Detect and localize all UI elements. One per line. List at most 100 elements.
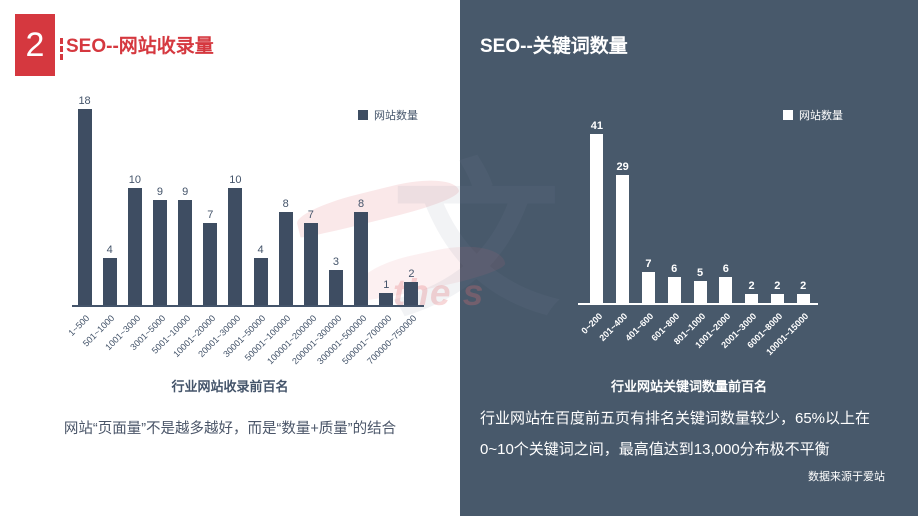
bar-value-label: 41 bbox=[590, 120, 604, 132]
right-chart-caption: 行业网站关键词数量前百名 bbox=[610, 379, 767, 394]
legend-label: 网站数量 bbox=[799, 110, 843, 122]
bar-slot: 1 bbox=[374, 95, 399, 305]
right-chart-legend: 网站数量 bbox=[783, 107, 843, 123]
bar-slot: 9 bbox=[147, 95, 172, 305]
bar-value-label: 7 bbox=[645, 258, 652, 270]
bar bbox=[379, 293, 394, 305]
bar-slot: 2 bbox=[764, 120, 790, 303]
bar bbox=[616, 175, 630, 303]
bar bbox=[667, 277, 681, 303]
bar bbox=[178, 200, 193, 305]
bar-value-label: 10 bbox=[128, 174, 141, 186]
bar-slot: 6 bbox=[661, 120, 687, 303]
bar-value-label: 7 bbox=[307, 209, 314, 221]
bar-slot: 4 bbox=[97, 95, 122, 305]
bar-value-label: 9 bbox=[156, 186, 164, 198]
left-chart-plot-area: 18 4 10 9 9 7 10 4 8 7 3 8 1 2 bbox=[72, 95, 424, 307]
bar-slot: 8 bbox=[273, 95, 298, 305]
bar-slot: 6 bbox=[713, 120, 739, 303]
legend-swatch-icon bbox=[783, 110, 793, 120]
bar-value-label: 8 bbox=[282, 198, 289, 210]
right-conclusion-line1: 行业网站在百度前五页有排名关键词数量较少，65%以上在 bbox=[480, 410, 871, 427]
bar bbox=[253, 258, 268, 305]
left-chart-caption: 行业网站收录前百名 bbox=[171, 379, 289, 394]
x-axis-label-slot: 0~200 bbox=[579, 308, 610, 380]
bar-value-label: 4 bbox=[257, 244, 264, 256]
bar bbox=[303, 223, 318, 305]
bar bbox=[203, 223, 218, 305]
right-chart-plot-area: 41 29 7 6 5 6 2 2 2 bbox=[584, 120, 816, 303]
legend-swatch-icon bbox=[358, 110, 368, 120]
bar-value-label: 9 bbox=[182, 186, 189, 198]
bar-slot: 2 bbox=[399, 95, 424, 305]
bar-value-label: 2 bbox=[748, 280, 755, 292]
bar-value-label: 5 bbox=[696, 267, 704, 279]
bar bbox=[719, 277, 733, 303]
right-section-title: SEO--关键词数量 bbox=[480, 36, 628, 57]
bar-slot: 10 bbox=[122, 95, 147, 305]
bar bbox=[328, 270, 343, 305]
bar-slot: 7 bbox=[198, 95, 223, 305]
bar-slot: 8 bbox=[349, 95, 374, 305]
bar-value-label: 7 bbox=[207, 209, 214, 221]
x-axis-label-slot: 201~400 bbox=[598, 308, 636, 380]
bar-slot: 29 bbox=[610, 120, 636, 303]
slide-number-badge: 2 bbox=[15, 14, 55, 76]
bar bbox=[693, 281, 707, 303]
bar-slot: 18 bbox=[72, 95, 97, 305]
bar-slot: 4 bbox=[248, 95, 273, 305]
badge-dashed-divider bbox=[60, 38, 63, 60]
bar-value-label: 18 bbox=[78, 95, 91, 107]
x-axis-label-slot: 700000~750000 bbox=[365, 310, 424, 382]
bar bbox=[354, 212, 369, 305]
bar-slot: 2 bbox=[790, 120, 816, 303]
bar bbox=[745, 294, 759, 303]
bar bbox=[641, 272, 655, 303]
bar-value-label: 29 bbox=[616, 161, 629, 173]
left-chart-x-axis-labels: 1~500 501~1000 1001~3000 3001~5000 5001~1000… bbox=[67, 310, 424, 382]
bar-slot: 7 bbox=[636, 120, 662, 303]
bar-slot: 2 bbox=[739, 120, 765, 303]
bar-value-label: 6 bbox=[722, 263, 729, 275]
right-chart-x-axis-line bbox=[578, 303, 818, 305]
bar bbox=[228, 188, 243, 305]
bar-value-label: 2 bbox=[800, 280, 807, 292]
bar-value-label: 8 bbox=[358, 198, 365, 210]
bar bbox=[404, 282, 419, 305]
right-chart-x-axis-labels: 0~200 201~400 401~600 601~800 801~1000 1001~2… bbox=[579, 308, 816, 380]
x-axis-label-slot: 401~600 bbox=[623, 308, 662, 380]
bar-slot: 41 bbox=[584, 120, 610, 303]
right-panel-background bbox=[460, 0, 918, 516]
bar bbox=[796, 294, 810, 303]
bar bbox=[590, 134, 604, 303]
right-conclusion-text: 行业网站在百度前五页有排名关键词数量较少，65%以上在 0~10个关键词之间，最… bbox=[480, 403, 898, 465]
bar bbox=[278, 212, 293, 305]
left-chart-legend: 网站数量 bbox=[358, 107, 418, 123]
bar-value-label: 10 bbox=[229, 174, 242, 186]
bar bbox=[127, 188, 142, 305]
right-conclusion-line2: 0~10个关键词之间，最高值达到13,000分布极不平衡 bbox=[480, 441, 830, 458]
bar-value-label: 2 bbox=[408, 268, 415, 280]
data-source-note: 数据来源于爱站 bbox=[808, 471, 885, 483]
bar-slot: 5 bbox=[687, 120, 713, 303]
left-conclusion-text: 网站“页面量”不是越多越好，而是“数量+质量”的结合 bbox=[63, 421, 397, 437]
legend-label: 网站数量 bbox=[374, 110, 418, 122]
x-axis-label-slot: 10001~15000 bbox=[764, 308, 816, 380]
bar-value-label: 2 bbox=[774, 280, 781, 292]
bar-slot: 9 bbox=[173, 95, 198, 305]
bar-value-label: 3 bbox=[332, 256, 340, 268]
bar-value-label: 4 bbox=[106, 244, 113, 256]
bar-slot: 3 bbox=[323, 95, 348, 305]
bar bbox=[77, 109, 92, 305]
bar-slot: 7 bbox=[298, 95, 323, 305]
bar bbox=[102, 258, 117, 305]
left-section-title: SEO--网站收录量 bbox=[66, 36, 214, 57]
bar bbox=[152, 200, 167, 305]
bar-slot: 10 bbox=[223, 95, 248, 305]
bar-value-label: 1 bbox=[383, 279, 390, 291]
bar-value-label: 6 bbox=[671, 263, 678, 275]
bar bbox=[770, 294, 784, 303]
x-axis-label-slot: 601~800 bbox=[649, 308, 687, 380]
